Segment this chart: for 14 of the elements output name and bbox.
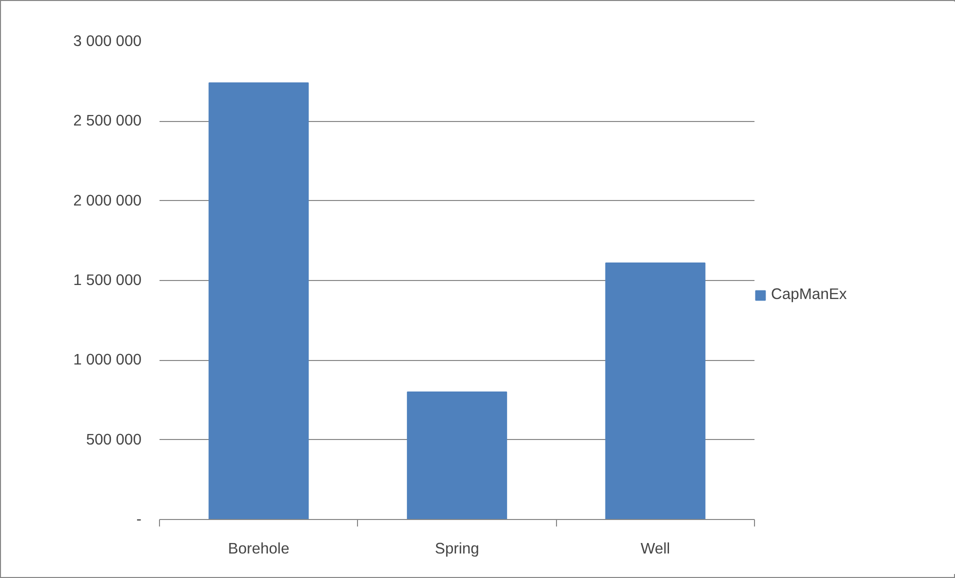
bar xyxy=(208,82,309,520)
y-tick-label: 1 500 000 xyxy=(73,272,142,289)
y-tick-label: 500 000 xyxy=(86,431,142,448)
x-tick-label: Spring xyxy=(434,540,480,558)
y-tick-label: 2 500 000 xyxy=(73,112,142,130)
y-tick-label: 1 000 000 xyxy=(73,352,142,369)
bar xyxy=(406,392,508,520)
y-tick-label: - xyxy=(136,511,142,528)
y-tick-label: 3 000 000 xyxy=(73,33,142,50)
y-tick-label: 2 000 000 xyxy=(73,192,142,210)
x-tick-label: Borehole xyxy=(228,540,290,558)
legend-label: CapManEx xyxy=(771,286,847,304)
bar xyxy=(605,262,706,520)
x-tick-label: Well xyxy=(640,540,670,558)
